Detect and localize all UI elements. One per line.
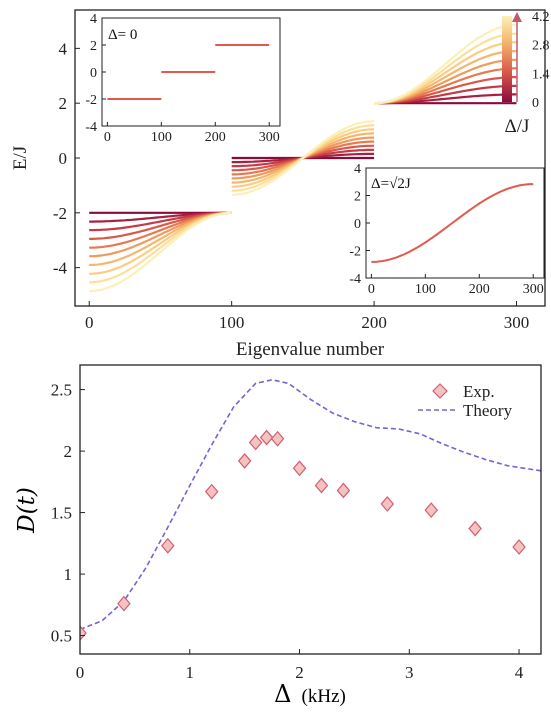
inset2-title: Δ=√2J [371,176,411,192]
colorbar-tick-label: 4.2 [532,10,550,25]
exp-point [204,483,219,500]
exp-point [248,434,263,451]
dimension-x-tick-label: 1 [186,663,195,682]
legend: Exp. Theory [418,382,513,420]
dimension-y-tick-label: 0.5 [51,627,72,646]
exp-point [161,537,175,554]
inset2-x-tick-label: 300 [523,282,544,297]
inset2-x-tick-label: 100 [415,282,436,297]
inset1-ticks: 0 100 200 300 -4 -2 0 2 4 [85,12,279,145]
inset1-y-tick-label: 4 [90,12,97,27]
spectrum-y-tick-label: 2 [59,94,68,113]
exp-point [237,453,252,469]
dimension-panel: 0 1 2 3 4 0.5 1 1.5 2 2.5 Δ (kHz) D(t) Exp. Theo… [14,364,542,708]
inset2-lines [371,183,534,263]
colorbar-tick-label: 2.8 [532,39,550,54]
spectrum-y-tick-label: -4 [53,259,68,278]
spectrum-curve [231,120,375,196]
spectrum-curve [374,58,517,105]
dimension-x-label-symbol: Δ [274,680,291,708]
exp-point [117,595,131,612]
exp-point [80,625,87,642]
colorbar-tick-label: 1.4 [532,67,550,82]
dimension-x-label: Δ (kHz) [274,680,346,708]
inset2-x-tick-label: 0 [368,282,375,297]
exp-point [380,496,395,512]
exp-point [292,460,307,477]
inset1-x-tick-label: 100 [151,130,172,145]
colorbar-arrow-head [512,12,522,22]
spectrum-x-tick-label: 0 [85,313,94,332]
dimension-plot-area [80,378,541,642]
exp-point [512,539,526,555]
inset-delta-sqrt2: 0 100 200 300 -4 -2 0 2 4 Δ=√2J [349,162,545,297]
spectrum-curve [89,211,232,293]
spectrum-x-label: Eigenvalue number [236,339,385,360]
inset1-x-tick-label: 0 [104,130,111,145]
inset1-lines [107,44,270,100]
exp-point [424,502,439,519]
spectrum-curve [374,32,517,105]
inset2-y-tick-label: -2 [349,245,361,260]
spectrum-y-label: E/J [10,146,31,170]
colorbar-tick-label: 0 [532,96,539,111]
dimension-y-tick-label: 2.5 [51,381,72,400]
spectrum-x-tick-label: 100 [219,313,245,332]
dimension-y-ticks: 0.5 1 1.5 2 2.5 [51,381,85,646]
spectrum-curves [89,23,517,293]
inset2-ticks: 0 100 200 300 -4 -2 0 2 4 [349,162,543,297]
colorbar-ticks: 0 1.4 2.8 4.2 [532,10,550,111]
inset1-y-tick-label: -4 [85,120,97,135]
inset1-title: Δ= 0 [108,27,137,43]
inset1-x-tick-label: 200 [205,130,226,145]
spectrum-y-tick-label: 0 [59,149,68,168]
dimension-x-tick-label: 3 [405,663,414,682]
inset2-y-tick-label: -4 [349,272,361,287]
exp-point [259,429,274,446]
colorbar-label: Δ/J [505,116,530,137]
spectrum-x-tick-label: 300 [504,313,530,332]
dimension-x-ticks: 0 1 2 3 4 [76,649,524,682]
spectrum-curve [89,211,232,284]
legend-theory-label: Theory [463,401,513,420]
inset1-y-tick-label: -2 [85,93,97,108]
spectrum-y-tick-label: -2 [53,204,67,223]
theory-line [80,378,541,631]
inset2-x-tick-label: 200 [469,282,490,297]
exp-point [468,520,482,537]
spectrum-x-tick-label: 200 [361,313,387,332]
colorbar-gradient [502,16,512,102]
spectrum-y-tick-label: 4 [59,39,68,58]
inset2-curve [371,183,534,263]
inset1-y-tick-label: 2 [90,39,97,54]
dimension-y-tick-label: 1 [64,565,73,584]
dimension-y-label: D(t) [14,487,40,534]
dimension-x-tick-label: 0 [76,663,85,682]
colorbar: 0 1.4 2.8 4.2 Δ/J [502,10,550,137]
legend-exp-label: Exp. [463,382,495,401]
inset1-x-tick-label: 300 [259,130,280,145]
dimension-axes-frame [79,364,542,655]
exp-point [270,430,285,447]
dimension-x-label-unit: (kHz) [302,686,346,707]
spectrum-x-ticks: 0 100 200 300 [85,301,529,332]
dimension-x-tick-label: 2 [295,663,304,682]
inset-delta-zero: 0 100 200 300 -4 -2 0 2 4 Δ= 0 [85,12,281,145]
spectrum-curve [89,211,232,258]
inset2-y-tick-label: 4 [354,162,361,177]
dimension-y-tick-label: 2 [64,442,73,461]
spectrum-curve [374,23,517,105]
inset2-y-tick-label: 0 [354,217,361,232]
legend-exp-marker [432,383,448,399]
exp-point [314,477,329,494]
exp-point [336,482,351,499]
inset1-y-tick-label: 0 [90,66,97,81]
dimension-y-tick-label: 1.5 [51,504,72,523]
inset2-y-tick-label: 2 [354,190,361,205]
dimension-x-tick-label: 4 [515,663,524,682]
spectrum-y-ticks: -4 -2 0 2 4 [53,39,80,278]
